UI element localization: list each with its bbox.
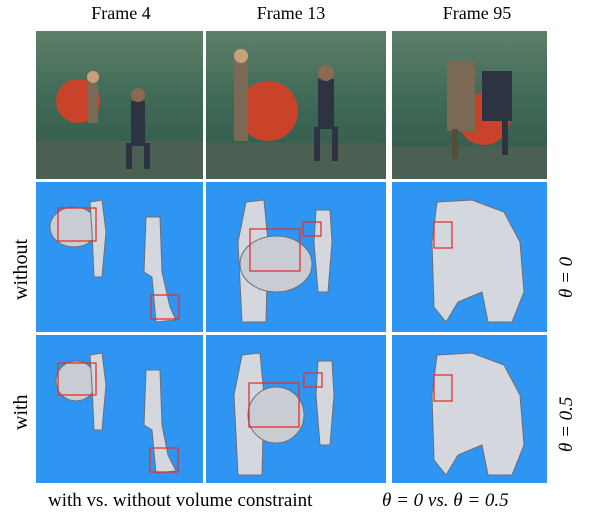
theta-label-0-5: θ = 0.5 [556, 396, 577, 452]
caption-volume-constraint: with vs. without volume constraint [48, 490, 313, 511]
mesh-without-frame-95 [392, 182, 547, 332]
mesh-with-frame-13 [206, 335, 386, 483]
photo-frame-13 [206, 31, 386, 179]
mesh-with-frame-4-drawing [55, 352, 179, 474]
row-label-with: with [10, 394, 32, 430]
theta-label-0: θ = 0 [556, 256, 577, 298]
caption-theta-text: θ = 0 vs. θ = 0.5 [382, 490, 509, 511]
mesh-with-frame-4 [36, 335, 203, 483]
mesh-without-frame-13 [206, 182, 386, 332]
photo-frame-95-drawing [392, 61, 547, 179]
row-label-without: without [10, 238, 32, 300]
photo-frame-13-drawing [206, 49, 386, 179]
mesh-without-frame-4 [36, 182, 203, 332]
mesh-without-frame-13-drawing [237, 199, 333, 323]
photo-frame-95 [392, 31, 547, 179]
caption-theta-comparison: θ = 0 vs. θ = 0.5 [382, 490, 509, 512]
column-title-frame-4: Frame 4 [91, 3, 151, 23]
mesh-with-frame-95 [392, 335, 547, 483]
photo-frame-4-drawing [36, 71, 203, 179]
column-title-frame-13: Frame 13 [256, 3, 326, 23]
photo-frame-4 [36, 31, 203, 179]
mesh-with-frame-95-drawing [431, 352, 525, 476]
column-title-frame-95: Frame 95 [442, 3, 512, 23]
mesh-without-frame-4-drawing [49, 199, 180, 323]
mesh-without-frame-95-drawing [431, 199, 525, 323]
mesh-with-frame-13-drawing [233, 352, 335, 476]
